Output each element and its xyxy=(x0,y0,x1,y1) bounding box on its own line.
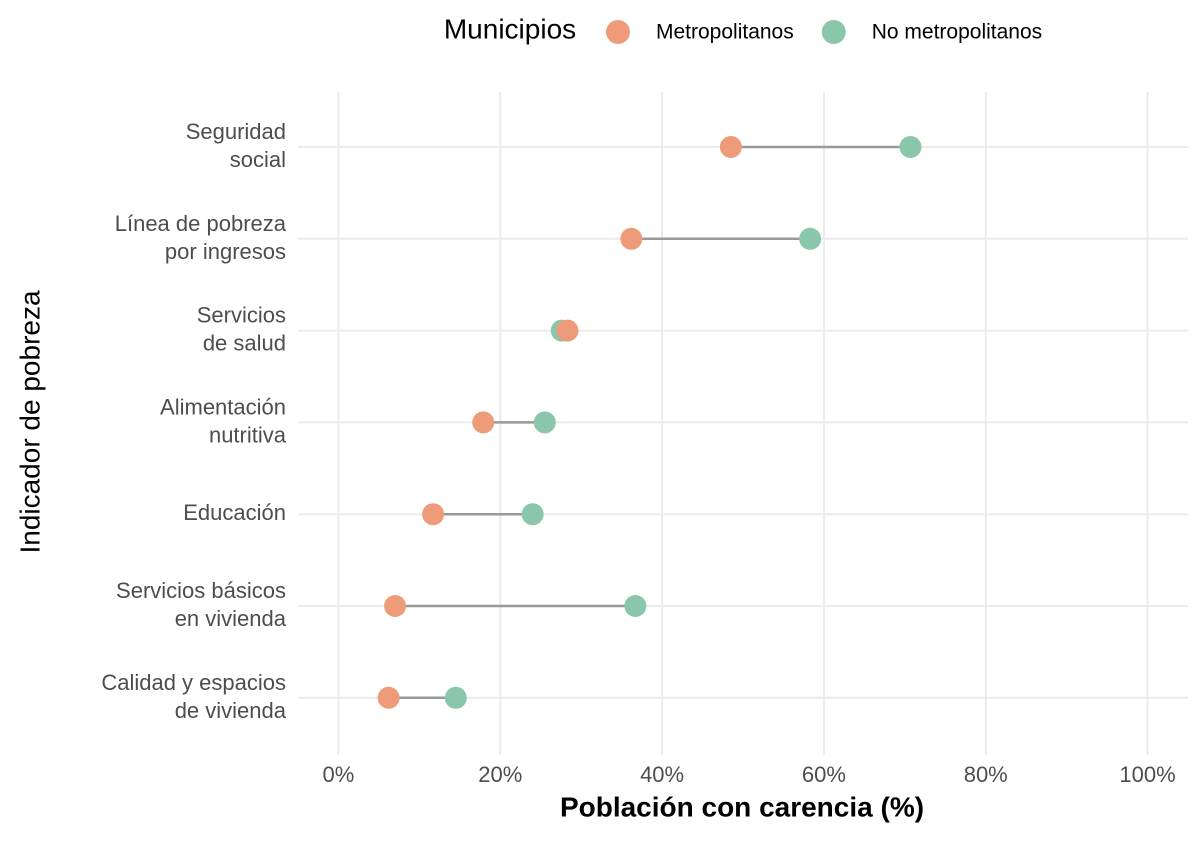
dot xyxy=(384,595,407,617)
y-tick-label: Servicios básicos en vivienda xyxy=(116,578,287,631)
dot xyxy=(521,503,544,526)
x-tick-label: 0% xyxy=(323,762,355,787)
x-tick-label: 40% xyxy=(640,762,684,787)
legend-label: Metropolitanos xyxy=(656,21,794,44)
y-tick-label: Seguridad social xyxy=(186,119,286,172)
x-tick-label: 100% xyxy=(1119,762,1175,787)
legend-swatch xyxy=(606,20,630,44)
y-tick-label: Alimentación nutritiva xyxy=(160,394,287,447)
y-tick-label: Servicios de salud xyxy=(197,302,286,355)
dot xyxy=(472,411,495,434)
dot xyxy=(533,411,556,434)
x-tick-label: 20% xyxy=(478,762,522,787)
legend-swatch xyxy=(821,20,846,44)
y-tick-label: Línea de pobreza por ingresos xyxy=(115,211,287,264)
y-axis-title: Indicador de pobreza xyxy=(14,290,45,554)
legend-label: No metropolitanos xyxy=(872,21,1042,44)
dot xyxy=(556,319,579,342)
dot xyxy=(444,686,467,709)
x-axis-title: Población con carencia (%) xyxy=(560,791,924,822)
y-tick-label: Calidad y espacios de vivienda xyxy=(101,670,286,723)
dot xyxy=(377,686,400,709)
y-tick-label: Educación xyxy=(183,500,286,525)
dot xyxy=(624,595,647,617)
dot xyxy=(799,227,822,250)
x-tick-label: 80% xyxy=(964,762,1008,787)
dot xyxy=(719,136,742,158)
dot xyxy=(899,136,922,158)
dot xyxy=(422,503,445,526)
x-tick-label: 60% xyxy=(802,762,846,787)
dot xyxy=(620,227,643,250)
legend-title: Municipios xyxy=(444,13,576,44)
